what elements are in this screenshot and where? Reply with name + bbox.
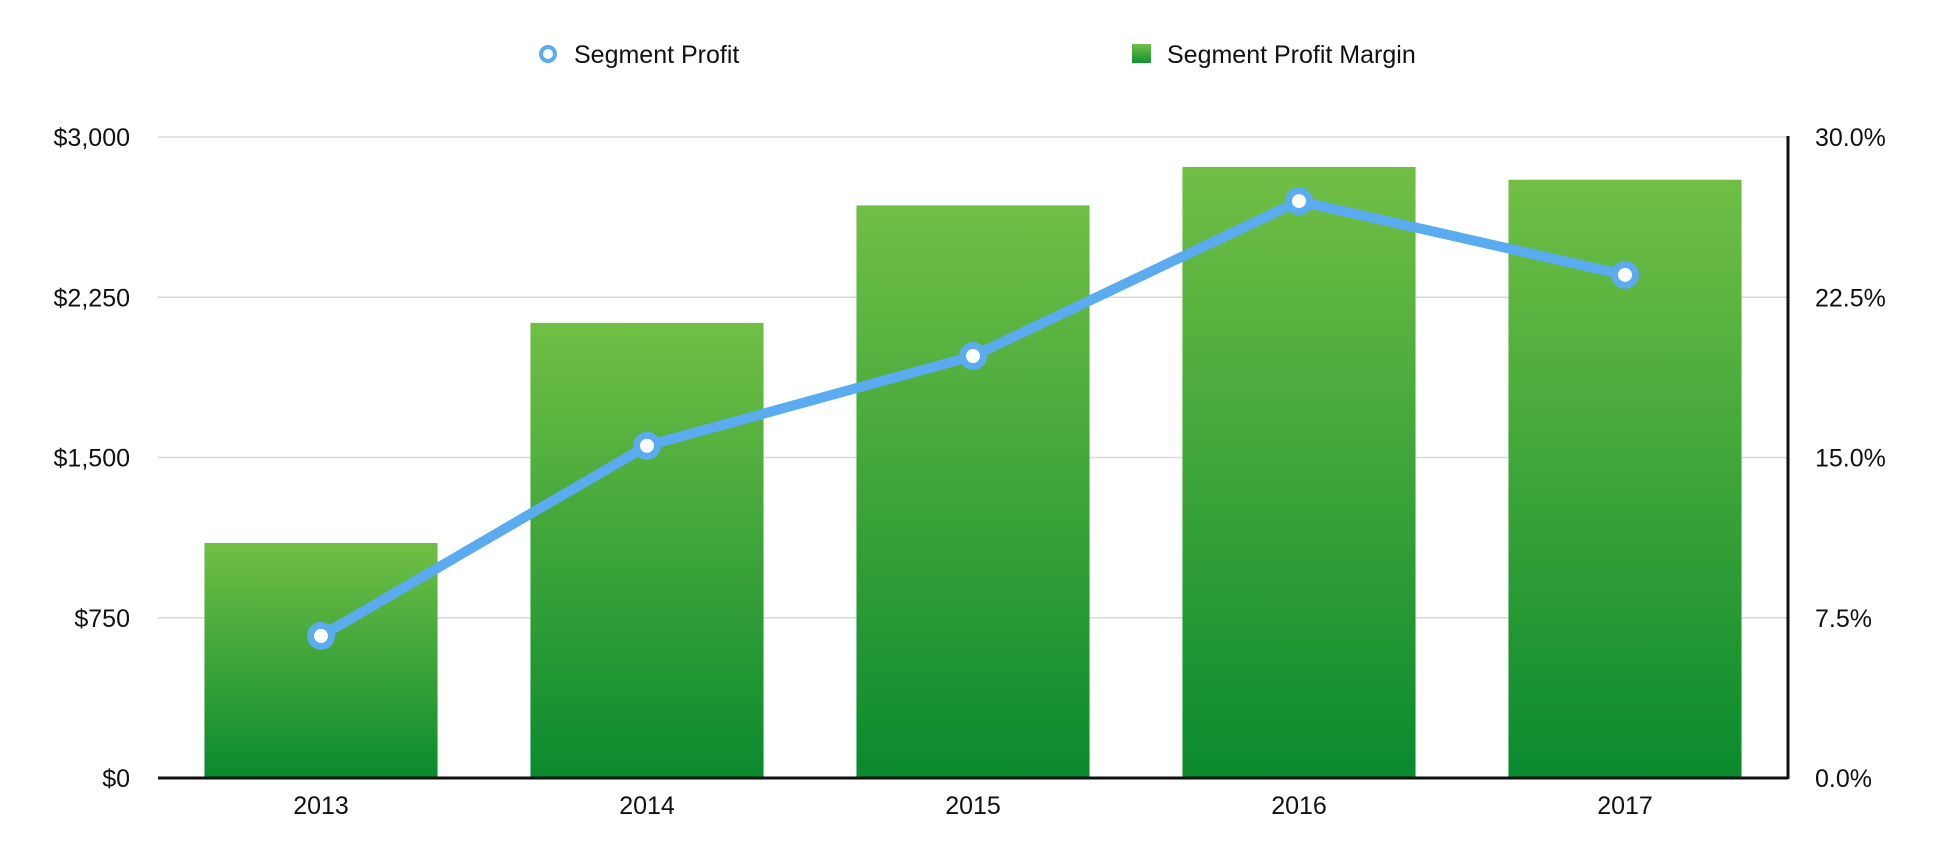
tick-labels: $0 $750 $1,500 $2,250 $3,000 0.0% 7.5% 15.0% 22.… (54, 124, 1886, 820)
legend-label-segment-profit: Segment Profit (574, 41, 739, 69)
x-axis-tick-label: 2014 (619, 792, 675, 820)
legend: Segment Profit Segment Profit Margin (539, 41, 1416, 69)
line-series (307, 187, 1639, 650)
left-axis-tick-label: $1,500 (54, 445, 130, 473)
bar (856, 205, 1090, 778)
bar (1182, 166, 1416, 778)
data-point (640, 438, 654, 453)
data-point (1292, 194, 1306, 209)
data-point (1618, 267, 1632, 282)
right-axis-tick-label: 30.0% (1815, 124, 1886, 152)
left-axis-tick-label: $750 (74, 605, 130, 633)
legend-square-marker-icon (1132, 44, 1151, 63)
data-point (314, 628, 328, 643)
left-axis-tick-label: $3,000 (54, 124, 130, 152)
right-axis-tick-label: 7.5% (1815, 605, 1872, 633)
left-axis-tick-label: $0 (102, 765, 130, 793)
right-axis-tick-label: 15.0% (1815, 445, 1886, 473)
legend-label-segment-profit-margin: Segment Profit Margin (1167, 41, 1416, 69)
legend-circle-marker-icon (539, 45, 557, 63)
legend-item-segment-profit-margin[interactable]: Segment Profit Margin (1132, 41, 1416, 69)
right-axis-tick-label: 22.5% (1815, 284, 1886, 312)
bar (530, 322, 764, 778)
right-axis-tick-label: 0.0% (1815, 765, 1872, 793)
left-axis-tick-label: $2,250 (54, 284, 130, 312)
bar (204, 542, 438, 778)
x-axis-tick-label: 2013 (293, 792, 349, 820)
x-axis-tick-label: 2015 (945, 792, 1001, 820)
legend-item-segment-profit[interactable]: Segment Profit (539, 41, 739, 69)
bars (204, 166, 1742, 778)
axes (158, 136, 1790, 780)
x-axis-tick-label: 2017 (1597, 792, 1653, 820)
x-axis-tick-label: 2016 (1271, 792, 1327, 820)
data-point (966, 349, 980, 364)
